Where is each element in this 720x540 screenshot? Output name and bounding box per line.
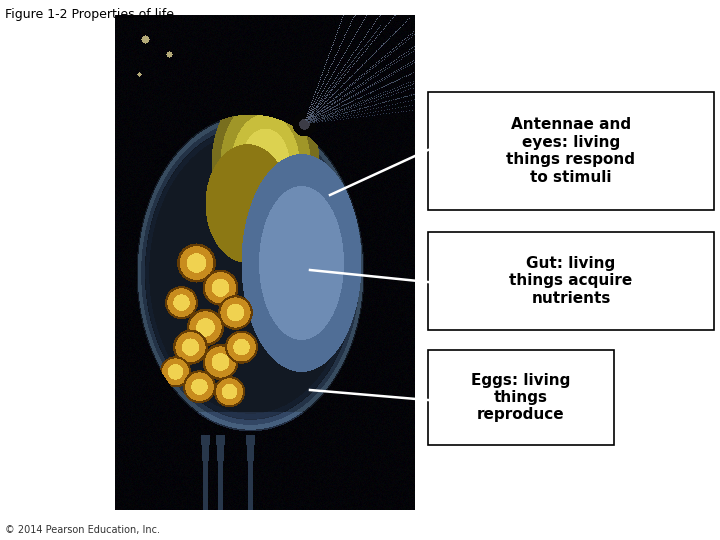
- FancyBboxPatch shape: [428, 92, 714, 210]
- Text: © 2014 Pearson Education, Inc.: © 2014 Pearson Education, Inc.: [5, 525, 160, 535]
- Text: Gut: living
things acquire
nutrients: Gut: living things acquire nutrients: [509, 256, 633, 306]
- FancyBboxPatch shape: [428, 232, 714, 330]
- Text: Eggs: living
things
reproduce: Eggs: living things reproduce: [472, 373, 571, 422]
- Text: Antennae and
eyes: living
things respond
to stimuli: Antennae and eyes: living things respond…: [506, 117, 636, 185]
- Text: Figure 1-2 Properties of life: Figure 1-2 Properties of life: [5, 8, 174, 21]
- FancyBboxPatch shape: [428, 350, 614, 445]
